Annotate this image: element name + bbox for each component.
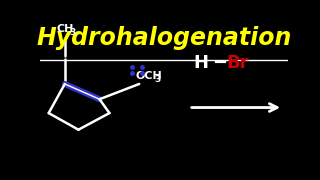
Text: 3: 3	[154, 75, 160, 84]
Text: OCH: OCH	[135, 71, 162, 81]
Text: −: −	[212, 54, 228, 72]
Text: CH: CH	[56, 24, 74, 34]
Text: Br: Br	[226, 54, 249, 72]
Text: 3: 3	[70, 28, 76, 37]
Text: H: H	[194, 54, 209, 72]
Text: Hydrohalogenation: Hydrohalogenation	[36, 26, 292, 50]
